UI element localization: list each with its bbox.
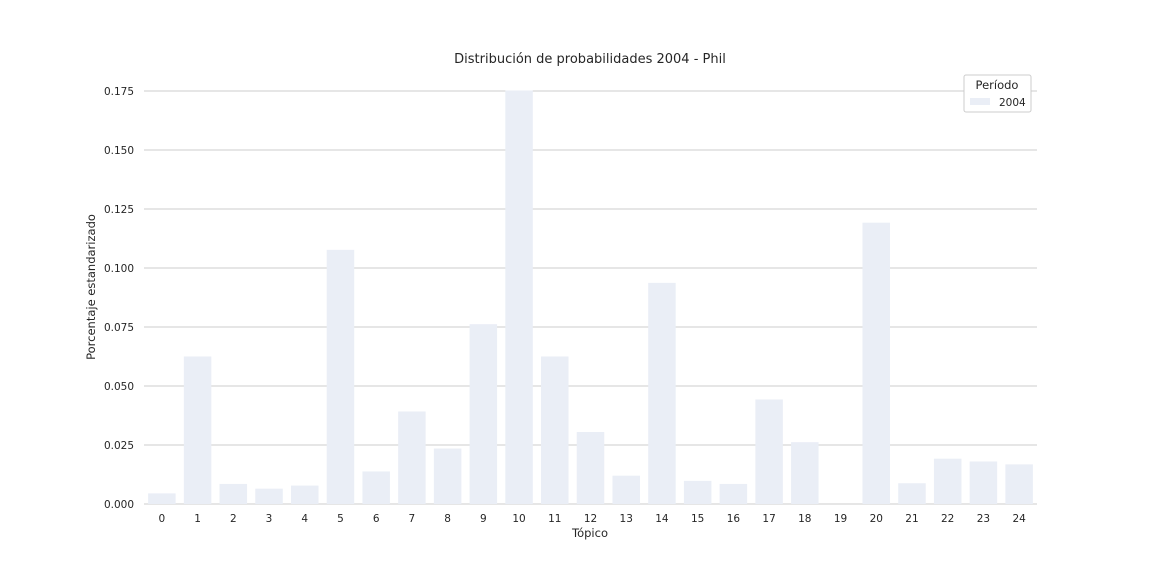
bar-topic-7: [398, 411, 426, 504]
x-tick-label: 14: [655, 513, 669, 525]
y-axis-ticks: 0.000 0.025 0.050 0.075 0.100 0.125 0.150 0.175: [104, 86, 134, 511]
x-tick-label: 8: [444, 513, 451, 525]
x-tick-label: 11: [548, 513, 561, 525]
bar-topic-5: [326, 249, 355, 504]
bar-topic-21: [898, 483, 926, 504]
x-tick-label: 21: [905, 513, 918, 525]
bar-topic-23: [969, 461, 998, 504]
y-tick-label: 0.075: [104, 322, 134, 334]
x-tick-label: 19: [834, 513, 847, 525]
y-tick-label: 0.000: [104, 499, 134, 511]
bar-topic-6: [362, 471, 390, 504]
bar-topic-0: [148, 493, 176, 504]
grid-lines: [144, 90, 1037, 505]
bar-topic-2: [219, 483, 248, 504]
x-axis-ticks: 0 1 2 3 4 5 6 7 8 9 10 11 12 13 14 15 16 17 18 19 20 21 22 23 24: [159, 513, 1027, 525]
legend-series-label: 2004: [999, 97, 1026, 109]
y-tick-label: 0.050: [104, 381, 134, 393]
y-axis-label: Porcentaje estandarizado: [84, 214, 98, 360]
bar-topic-20: [862, 222, 891, 505]
y-tick-label: 0.025: [104, 440, 134, 452]
legend: Período 2004: [963, 74, 1032, 113]
x-tick-label: 7: [409, 513, 416, 525]
x-tick-label: 23: [977, 513, 990, 525]
bar-topic-12: [576, 432, 605, 504]
legend-swatch: [970, 98, 990, 105]
x-tick-label: 1: [194, 513, 201, 525]
bar-topic-24: [1005, 464, 1033, 504]
bar-topic-22: [933, 458, 962, 504]
bar-topic-4: [290, 485, 319, 504]
bar-topic-14: [648, 282, 676, 504]
x-tick-label: 2: [230, 513, 237, 525]
x-tick-label: 3: [266, 513, 273, 525]
x-tick-label: 4: [301, 513, 308, 525]
bar-topic-13: [612, 475, 640, 504]
x-tick-label: 5: [337, 513, 344, 525]
y-tick-label: 0.100: [104, 263, 134, 275]
bar-topic-11: [541, 356, 569, 504]
legend-title: Período: [976, 78, 1019, 92]
bar-topic-10: [505, 90, 533, 504]
bar-topic-16: [719, 483, 748, 504]
bar-topic-15: [683, 480, 712, 504]
x-tick-label: 20: [870, 513, 883, 525]
y-tick-label: 0.175: [104, 86, 134, 98]
y-tick-label: 0.150: [104, 145, 134, 157]
bar-topic-9: [469, 324, 498, 504]
x-tick-label: 6: [373, 513, 380, 525]
x-tick-label: 24: [1012, 513, 1026, 525]
x-tick-label: 12: [584, 513, 597, 525]
chart-title: Distribución de probabilidades 2004 - Ph…: [454, 52, 726, 67]
x-tick-label: 0: [159, 513, 166, 525]
bar-topic-3: [255, 488, 283, 504]
x-axis-label: Tópico: [571, 526, 608, 540]
y-tick-label: 0.125: [104, 204, 134, 216]
x-tick-label: 18: [798, 513, 811, 525]
bar-topic-8: [433, 448, 462, 504]
x-tick-label: 22: [941, 513, 954, 525]
bar-topic-18: [791, 442, 819, 504]
x-tick-label: 15: [691, 513, 704, 525]
bar-topic-17: [755, 399, 783, 504]
x-tick-label: 13: [620, 513, 633, 525]
x-tick-label: 16: [727, 513, 741, 525]
bar-topic-1: [183, 356, 212, 504]
x-tick-label: 9: [480, 513, 487, 525]
bars: [148, 90, 1033, 505]
x-tick-label: 10: [512, 513, 525, 525]
x-tick-label: 17: [762, 513, 775, 525]
